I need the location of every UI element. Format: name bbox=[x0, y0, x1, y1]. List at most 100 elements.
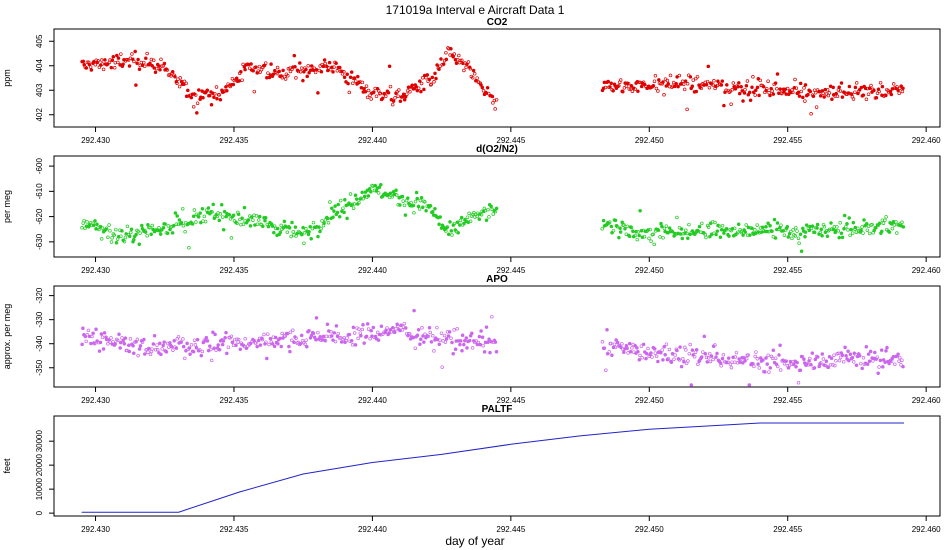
data-point bbox=[611, 228, 616, 233]
data-point bbox=[413, 346, 418, 350]
data-point bbox=[801, 95, 805, 100]
data-point bbox=[635, 237, 639, 242]
data-point bbox=[636, 349, 640, 354]
data-point bbox=[104, 226, 109, 230]
data-point bbox=[491, 212, 495, 216]
data-point bbox=[741, 361, 745, 365]
data-point bbox=[249, 215, 254, 219]
data-point bbox=[95, 222, 99, 226]
data-point bbox=[439, 331, 444, 335]
data-point bbox=[229, 334, 234, 339]
data-point bbox=[161, 343, 165, 348]
data-point bbox=[720, 79, 725, 83]
data-point bbox=[159, 352, 163, 357]
data-point bbox=[440, 365, 444, 369]
data-point bbox=[265, 356, 269, 361]
data-point bbox=[601, 218, 606, 223]
data-point bbox=[331, 70, 335, 74]
data-point bbox=[690, 84, 695, 88]
data-point bbox=[872, 88, 876, 93]
data-point bbox=[708, 234, 712, 239]
data-point bbox=[661, 80, 665, 84]
data-point bbox=[106, 235, 110, 240]
data-point bbox=[99, 332, 104, 336]
data-point bbox=[188, 352, 192, 356]
data-point bbox=[364, 334, 369, 339]
data-point bbox=[767, 370, 771, 374]
data-point bbox=[720, 223, 725, 228]
data-point bbox=[254, 65, 258, 69]
data-point bbox=[237, 79, 241, 83]
data-point bbox=[260, 337, 265, 342]
data-point bbox=[134, 83, 138, 87]
data-point bbox=[481, 89, 486, 93]
data-point bbox=[356, 336, 360, 341]
data-point bbox=[755, 357, 760, 361]
data-point bbox=[332, 65, 336, 69]
data-point bbox=[351, 81, 355, 86]
y-tick-label: 404 bbox=[35, 59, 44, 73]
data-point bbox=[142, 60, 146, 65]
x-tick-label: 292.440 bbox=[358, 136, 387, 145]
data-point bbox=[390, 194, 394, 199]
series-points bbox=[80, 183, 906, 253]
y-tick-label: -620 bbox=[35, 208, 44, 225]
data-point bbox=[736, 84, 740, 89]
data-point bbox=[721, 353, 726, 357]
data-point bbox=[311, 331, 316, 336]
data-point bbox=[299, 333, 304, 338]
y-tick-label: 402 bbox=[35, 108, 44, 122]
data-point bbox=[415, 333, 420, 338]
data-point bbox=[352, 331, 357, 335]
data-point bbox=[251, 68, 255, 73]
data-point bbox=[110, 58, 115, 63]
data-point bbox=[413, 199, 418, 204]
data-point bbox=[451, 352, 455, 356]
data-point bbox=[747, 90, 752, 95]
data-point bbox=[744, 83, 749, 88]
data-point bbox=[719, 364, 723, 368]
data-point bbox=[415, 196, 419, 201]
data-point bbox=[833, 363, 837, 368]
data-point bbox=[838, 355, 843, 360]
data-point bbox=[163, 222, 167, 226]
data-point bbox=[864, 345, 869, 349]
data-point bbox=[262, 332, 266, 337]
data-point bbox=[255, 344, 259, 349]
data-point bbox=[861, 231, 865, 235]
data-point bbox=[818, 230, 822, 235]
data-point bbox=[765, 87, 769, 91]
x-tick-label: 292.435 bbox=[220, 266, 249, 275]
data-point bbox=[603, 85, 608, 90]
data-point bbox=[150, 347, 154, 351]
data-point bbox=[746, 353, 750, 357]
data-point bbox=[328, 200, 332, 204]
data-point bbox=[748, 98, 753, 103]
data-point bbox=[652, 79, 657, 83]
data-point bbox=[439, 57, 443, 61]
data-point bbox=[758, 356, 763, 360]
data-point bbox=[457, 60, 462, 65]
data-point bbox=[784, 359, 788, 363]
data-point bbox=[127, 343, 131, 347]
data-point bbox=[137, 67, 142, 71]
data-point bbox=[290, 220, 294, 225]
data-point bbox=[754, 88, 758, 92]
x-tick-label: 292.430 bbox=[81, 396, 110, 405]
data-point bbox=[467, 338, 472, 343]
x-tick-label: 292.455 bbox=[773, 525, 802, 534]
data-point bbox=[775, 72, 780, 76]
data-point bbox=[263, 61, 268, 65]
data-point bbox=[348, 75, 353, 80]
data-point bbox=[427, 325, 432, 330]
data-point bbox=[172, 338, 176, 343]
data-point bbox=[857, 88, 862, 92]
data-point bbox=[400, 194, 405, 199]
data-point bbox=[324, 334, 329, 339]
data-point bbox=[452, 221, 457, 226]
data-point bbox=[449, 46, 453, 51]
data-point bbox=[635, 79, 640, 84]
data-point bbox=[362, 86, 366, 91]
data-point bbox=[307, 71, 311, 75]
data-point bbox=[829, 356, 834, 361]
